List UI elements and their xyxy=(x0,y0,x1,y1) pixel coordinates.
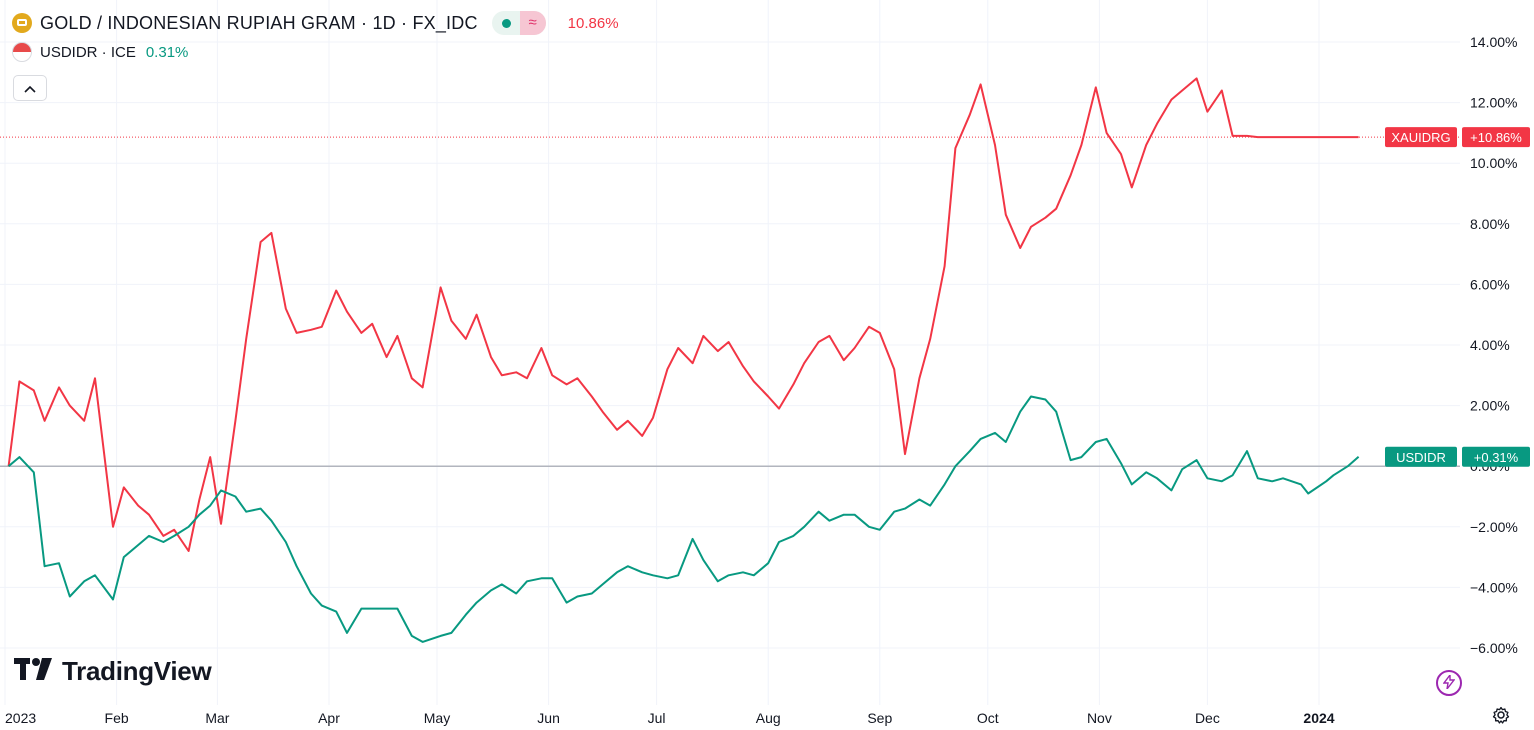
time-axis[interactable]: 2023 Feb Mar Apr May Jun Jul Aug Sep Oct Nov Dec 202… xyxy=(5,710,1335,726)
price-label-name-box xyxy=(1385,127,1457,148)
legend-collapse-button[interactable] xyxy=(13,75,47,101)
legend-compare-row[interactable]: USDIDR · ICE 0.31% xyxy=(12,40,619,64)
tradingview-wordmark: TradingView xyxy=(62,656,212,686)
x-tick-label: Oct xyxy=(977,710,999,726)
price-label-value: +0.31% xyxy=(1474,450,1519,465)
market-open-dot-icon xyxy=(501,18,511,28)
y-tick-label: −2.00% xyxy=(1470,519,1518,535)
x-tick-label: Dec xyxy=(1195,710,1220,726)
price-axis[interactable]: 14.00%12.00%10.00%8.00%6.00%4.00%2.00%0.… xyxy=(1470,34,1518,656)
x-tick-label: Apr xyxy=(318,710,340,726)
price-label-name: XAUIDRG xyxy=(1391,130,1450,145)
us-flag-icon xyxy=(12,42,32,62)
x-tick-label: Mar xyxy=(205,710,229,726)
price-label-name-box xyxy=(1385,446,1457,467)
price-label-name: USDIDR xyxy=(1396,450,1446,465)
legend: GOLD / INDONESIAN RUPIAH GRAM · 1D · FX_… xyxy=(12,10,619,64)
lightning-button[interactable] xyxy=(1436,670,1462,696)
x-tick-label: Jun xyxy=(537,710,560,726)
tradingview-logo[interactable]: TradingView xyxy=(14,656,212,687)
y-tick-label: −4.00% xyxy=(1470,579,1518,595)
main-change-value: 10.86% xyxy=(567,14,619,32)
market-status-pill[interactable]: ≈ xyxy=(491,11,546,35)
gear-icon xyxy=(1492,706,1510,729)
price-labels: XAUIDRG +10.86% USDIDR +0.31% xyxy=(1385,127,1530,467)
price-label-xauidrg: XAUIDRG +10.86% xyxy=(1385,127,1530,148)
x-tick-label: Jul xyxy=(648,710,666,726)
x-tick-label: 2024 xyxy=(1303,710,1334,726)
x-tick-label: Nov xyxy=(1087,710,1112,726)
x-tick-label: Sep xyxy=(867,710,892,726)
wave-icon: ≈ xyxy=(519,11,546,35)
compare-change-value: 0.31% xyxy=(145,43,189,61)
series-layer xyxy=(7,77,1360,643)
price-label-value-box xyxy=(1462,446,1530,467)
grid-lines xyxy=(0,0,1460,705)
chevron-up-icon xyxy=(24,81,36,96)
price-label-value-box xyxy=(1462,127,1530,148)
y-tick-label: 6.00% xyxy=(1470,276,1510,292)
y-tick-label: 2.00% xyxy=(1470,398,1510,414)
x-tick-label: 2023 xyxy=(5,710,36,726)
y-tick-label: 8.00% xyxy=(1470,216,1510,232)
lightning-icon xyxy=(1442,672,1456,692)
y-tick-label: −6.00% xyxy=(1470,640,1518,656)
y-tick-label: 10.00% xyxy=(1470,155,1517,171)
legend-main-row[interactable]: GOLD / INDONESIAN RUPIAH GRAM · 1D · FX_… xyxy=(12,10,619,36)
tradingview-mark-icon xyxy=(14,657,52,687)
compare-symbol-title[interactable]: USDIDR · ICE xyxy=(40,43,136,61)
chart-settings-button[interactable] xyxy=(1490,706,1512,728)
y-tick-label: 4.00% xyxy=(1470,337,1510,353)
price-label-value: +10.86% xyxy=(1470,130,1522,145)
gold-symbol-icon xyxy=(12,13,32,33)
x-tick-label: Aug xyxy=(756,710,781,726)
main-symbol-title[interactable]: GOLD / INDONESIAN RUPIAH GRAM · 1D · FX_… xyxy=(40,12,478,33)
series-line-usdidr xyxy=(7,395,1360,643)
x-tick-label: Feb xyxy=(105,710,129,726)
y-tick-label: 12.00% xyxy=(1470,95,1517,111)
price-label-usdidr: USDIDR +0.31% xyxy=(1385,446,1530,467)
y-tick-label: 14.00% xyxy=(1470,34,1517,50)
x-tick-label: May xyxy=(424,710,450,726)
series-line-xauidrg xyxy=(7,77,1359,552)
